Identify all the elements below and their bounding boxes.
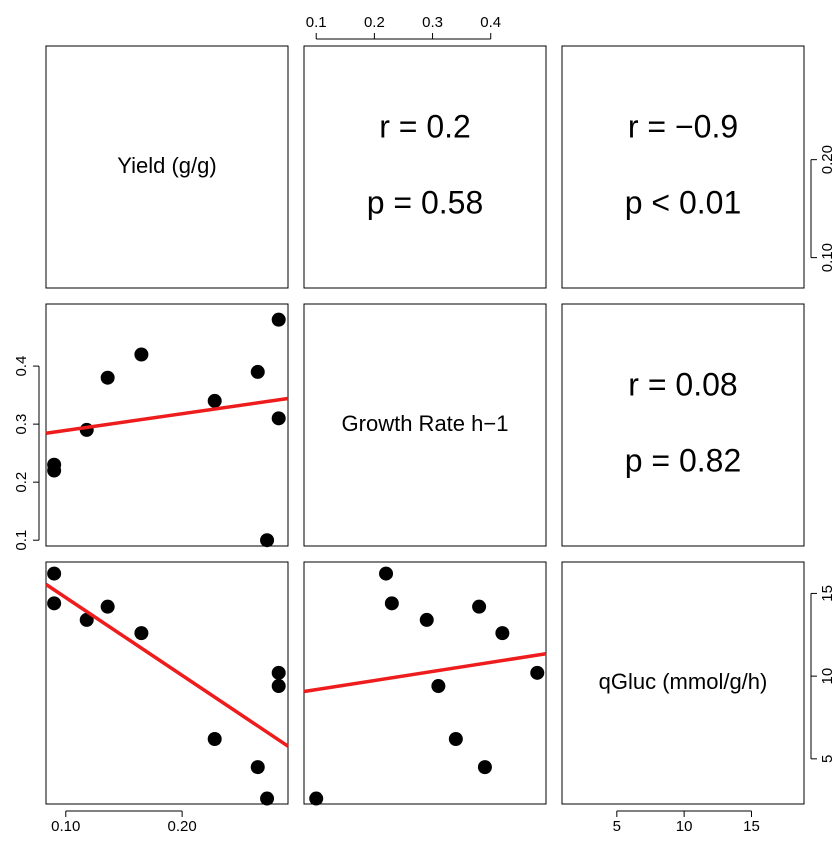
fit-line	[45, 582, 289, 748]
y-tick-label: 0.1	[13, 530, 30, 551]
point	[260, 533, 275, 548]
point	[207, 731, 222, 746]
point	[271, 312, 286, 327]
y-tick-label: 0.2	[13, 472, 30, 493]
panel-frame	[303, 561, 547, 805]
y-tick-label: 15	[819, 585, 835, 602]
point	[379, 566, 394, 581]
correlation-r: r = 0.08	[628, 366, 737, 402]
point	[260, 791, 275, 806]
panel-frame	[561, 303, 805, 547]
point	[431, 679, 446, 694]
variable-label: qGluc (mmol/g/h)	[599, 669, 768, 694]
panel-frame	[45, 561, 289, 805]
y-tick-label: 0.3	[13, 414, 30, 435]
correlation-p: p < 0.01	[625, 184, 742, 220]
point	[100, 599, 115, 614]
point	[271, 665, 286, 680]
point	[271, 411, 286, 426]
y-tick-label: 10	[819, 668, 835, 685]
fit-line	[45, 396, 289, 435]
x-tick-label: 0.4	[480, 14, 501, 31]
panel-frame	[303, 45, 547, 289]
x-tick-label: 0.20	[168, 818, 197, 835]
x-tick-label: 0.2	[364, 14, 385, 31]
point	[47, 596, 62, 611]
variable-label: Growth Rate h−1	[342, 411, 509, 436]
point	[100, 370, 115, 385]
x-tick-label: 5	[613, 818, 621, 835]
panel-frame	[45, 45, 289, 289]
point	[250, 760, 265, 775]
panel-frame	[303, 303, 547, 547]
point	[79, 612, 94, 627]
x-tick-label: 0.10	[51, 818, 80, 835]
y-tick-label: 5	[819, 755, 835, 763]
y-tick-label: 0.20	[819, 145, 835, 174]
y-tick-label: 0.10	[819, 243, 835, 272]
point	[134, 347, 149, 362]
point	[207, 393, 222, 408]
point	[250, 364, 265, 379]
point	[477, 760, 492, 775]
correlation-r: r = 0.2	[379, 108, 471, 144]
correlation-p: p = 0.58	[367, 184, 484, 220]
panel-frame	[561, 45, 805, 289]
point	[448, 731, 463, 746]
x-tick-label: 10	[676, 818, 693, 835]
x-tick-label: 15	[743, 818, 760, 835]
point	[419, 612, 434, 627]
fit-line	[303, 652, 547, 694]
point	[47, 566, 62, 581]
point	[384, 596, 399, 611]
correlation-p: p = 0.82	[625, 442, 742, 478]
x-tick-label: 0.3	[422, 14, 443, 31]
point	[134, 626, 149, 641]
correlation-r: r = −0.9	[628, 108, 738, 144]
point	[47, 457, 62, 472]
point	[495, 626, 510, 641]
x-tick-label: 0.1	[306, 14, 327, 31]
point	[309, 791, 324, 806]
point	[472, 599, 487, 614]
panel-frame	[561, 561, 805, 805]
y-tick-label: 0.4	[13, 356, 30, 377]
point	[271, 679, 286, 694]
point	[530, 665, 545, 680]
variable-label: Yield (g/g)	[117, 153, 216, 178]
panel-frame	[45, 303, 289, 547]
